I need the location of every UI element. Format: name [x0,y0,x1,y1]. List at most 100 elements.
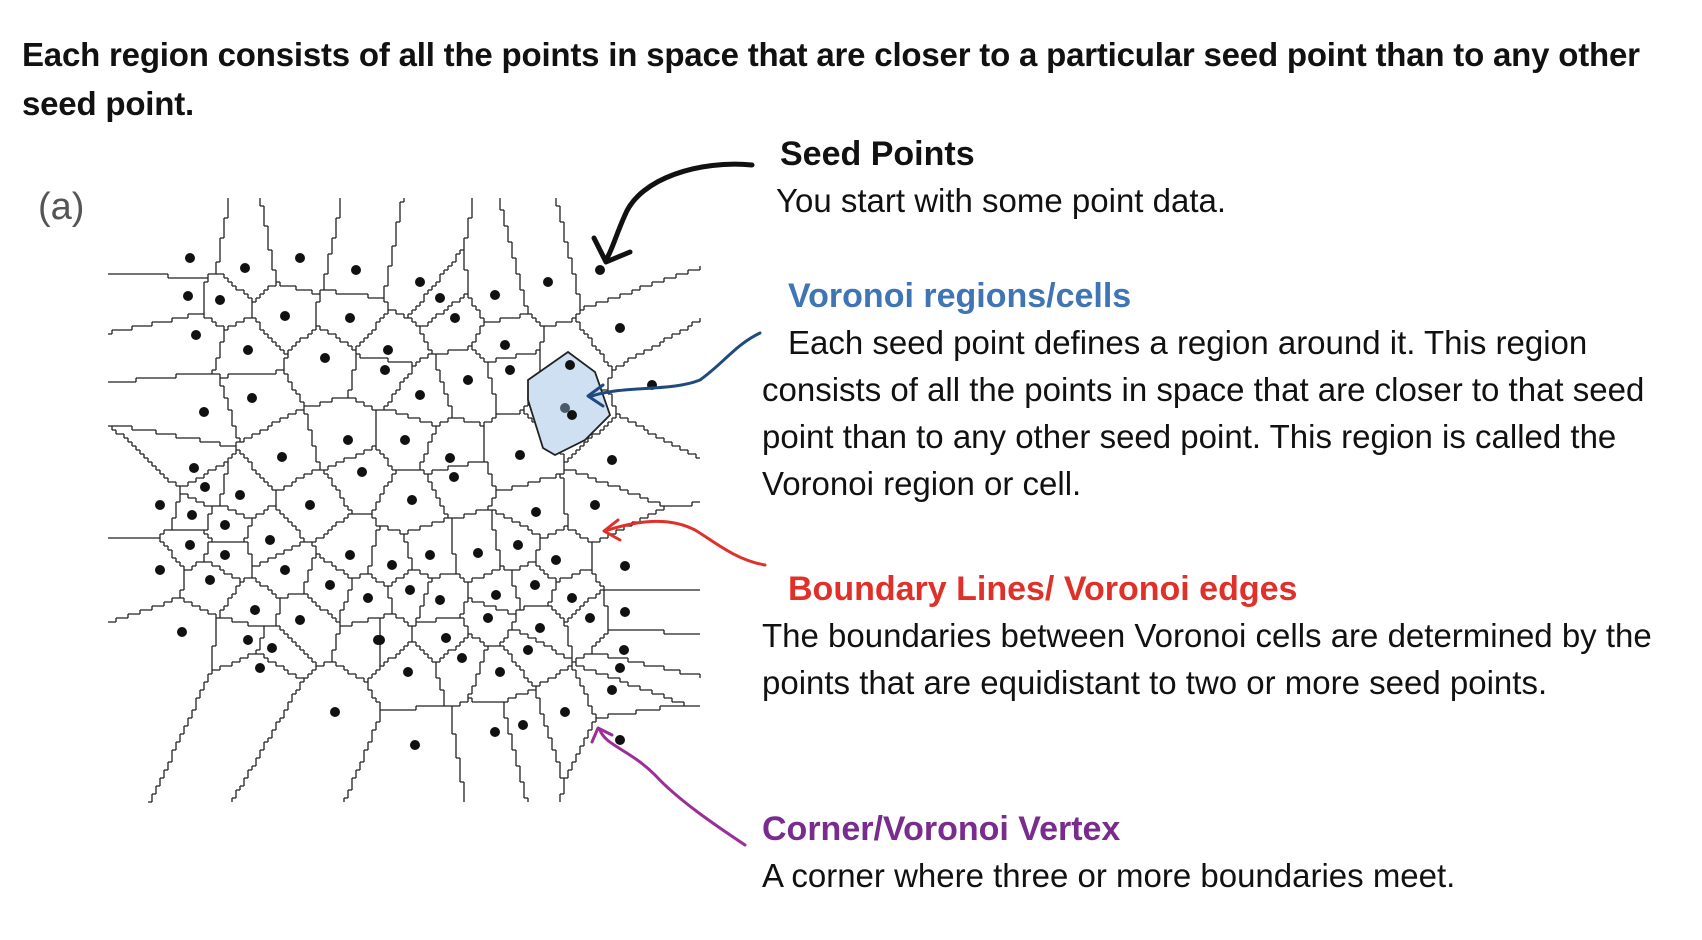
seed-point [518,720,528,730]
seed-point [363,593,373,603]
seed-point [295,253,305,263]
seed-point [280,311,290,321]
boundary-arrowhead [602,518,622,542]
seed-point [155,565,165,575]
vertex-callout: Corner/Voronoi Vertex A corner where thr… [762,806,1662,899]
seed-point [449,472,459,482]
seed-point [330,707,340,717]
seed-point [585,613,595,623]
seed-point [491,590,501,600]
seed-points-arrow [604,161,755,261]
seed-point [410,740,420,750]
seed-point [445,453,455,463]
seed-point [483,613,493,623]
seed-point [187,510,197,520]
boundary-body: The boundaries between Voronoi cells are… [762,617,1652,701]
seed-point [560,707,570,717]
seed-point [405,585,415,595]
seed-point [595,265,605,275]
seed-point [567,593,577,603]
boundary-arrow [606,519,767,567]
seed-point [543,277,553,287]
heading: Each region consists of all the points i… [22,36,1640,122]
seed-point [185,540,195,550]
seed-point [215,295,225,305]
seed-points [155,253,657,750]
seed-point [505,365,515,375]
voronoi-edge-lines [108,198,701,803]
regions-body: Each seed point defines a region around … [762,324,1645,502]
vertex-title: Corner/Voronoi Vertex [762,810,1121,848]
seed-point [607,685,617,695]
seed-point [457,653,467,663]
seed-point [189,463,199,473]
seed-point [243,635,253,645]
seed-point [619,645,629,655]
seed-point [607,455,617,465]
seed-point [200,482,210,492]
seed-point [357,467,367,477]
seed-point [320,353,330,363]
seed-point [590,500,600,510]
boundary-callout: Boundary Lines/ Voronoi edges The bounda… [762,566,1662,706]
seed-point [463,375,473,385]
seed-point [415,277,425,287]
seed-points-title: Seed Points [780,135,975,173]
seed-point [490,727,500,737]
seed-points-arrowhead [591,235,633,265]
seed-point [495,667,505,677]
seed-point [380,365,390,375]
seed-point [615,663,625,673]
highlighted-seed-point [560,403,570,413]
seed-point [615,323,625,333]
seed-points-body: You start with some point data. [776,182,1227,219]
regions-title: Voronoi regions/cells [788,277,1132,315]
seed-point [183,291,193,301]
seed-point [400,435,410,445]
seed-point [450,313,460,323]
seed-point [551,555,561,565]
seed-point [615,735,625,745]
seed-point [383,345,393,355]
seed-point [387,560,397,570]
seed-point [435,595,445,605]
seed-point [513,540,523,550]
vertex-arrowhead [590,726,614,744]
seed-point [375,635,385,645]
seed-point [243,345,253,355]
seed-point [425,550,435,560]
seed-point [220,550,230,560]
vertex-arrow [598,728,747,847]
highlighted-voronoi-cell [527,350,612,457]
panel-label: (a) [38,186,85,228]
seed-point [515,450,525,460]
seed-point [531,507,541,517]
region-arrow [590,331,762,398]
seed-point [530,580,540,590]
seed-point [565,360,575,370]
seed-point [199,407,209,417]
vertex-body: A corner where three or more boundaries … [762,857,1456,894]
seed-point [240,263,250,273]
seed-point [205,575,215,585]
regions-callout: Voronoi regions/cells Each seed point de… [762,273,1662,507]
seed-point [351,265,361,275]
boundary-title: Boundary Lines/ Voronoi edges [788,570,1298,608]
seed-point [220,520,230,530]
seed-point [407,495,417,505]
seed-point [567,410,577,420]
seed-point [620,561,630,571]
seed-point [441,633,451,643]
seed-point [343,435,353,445]
seed-point [250,605,260,615]
seed-point [255,663,265,673]
seed-point [305,500,315,510]
seed-point [247,393,257,403]
seed-point [345,550,355,560]
seed-point [620,607,630,617]
seed-points-callout: Seed Points You start with some point da… [762,131,1662,224]
seed-point [523,645,533,655]
seed-point [500,340,510,350]
seed-point [267,643,277,653]
